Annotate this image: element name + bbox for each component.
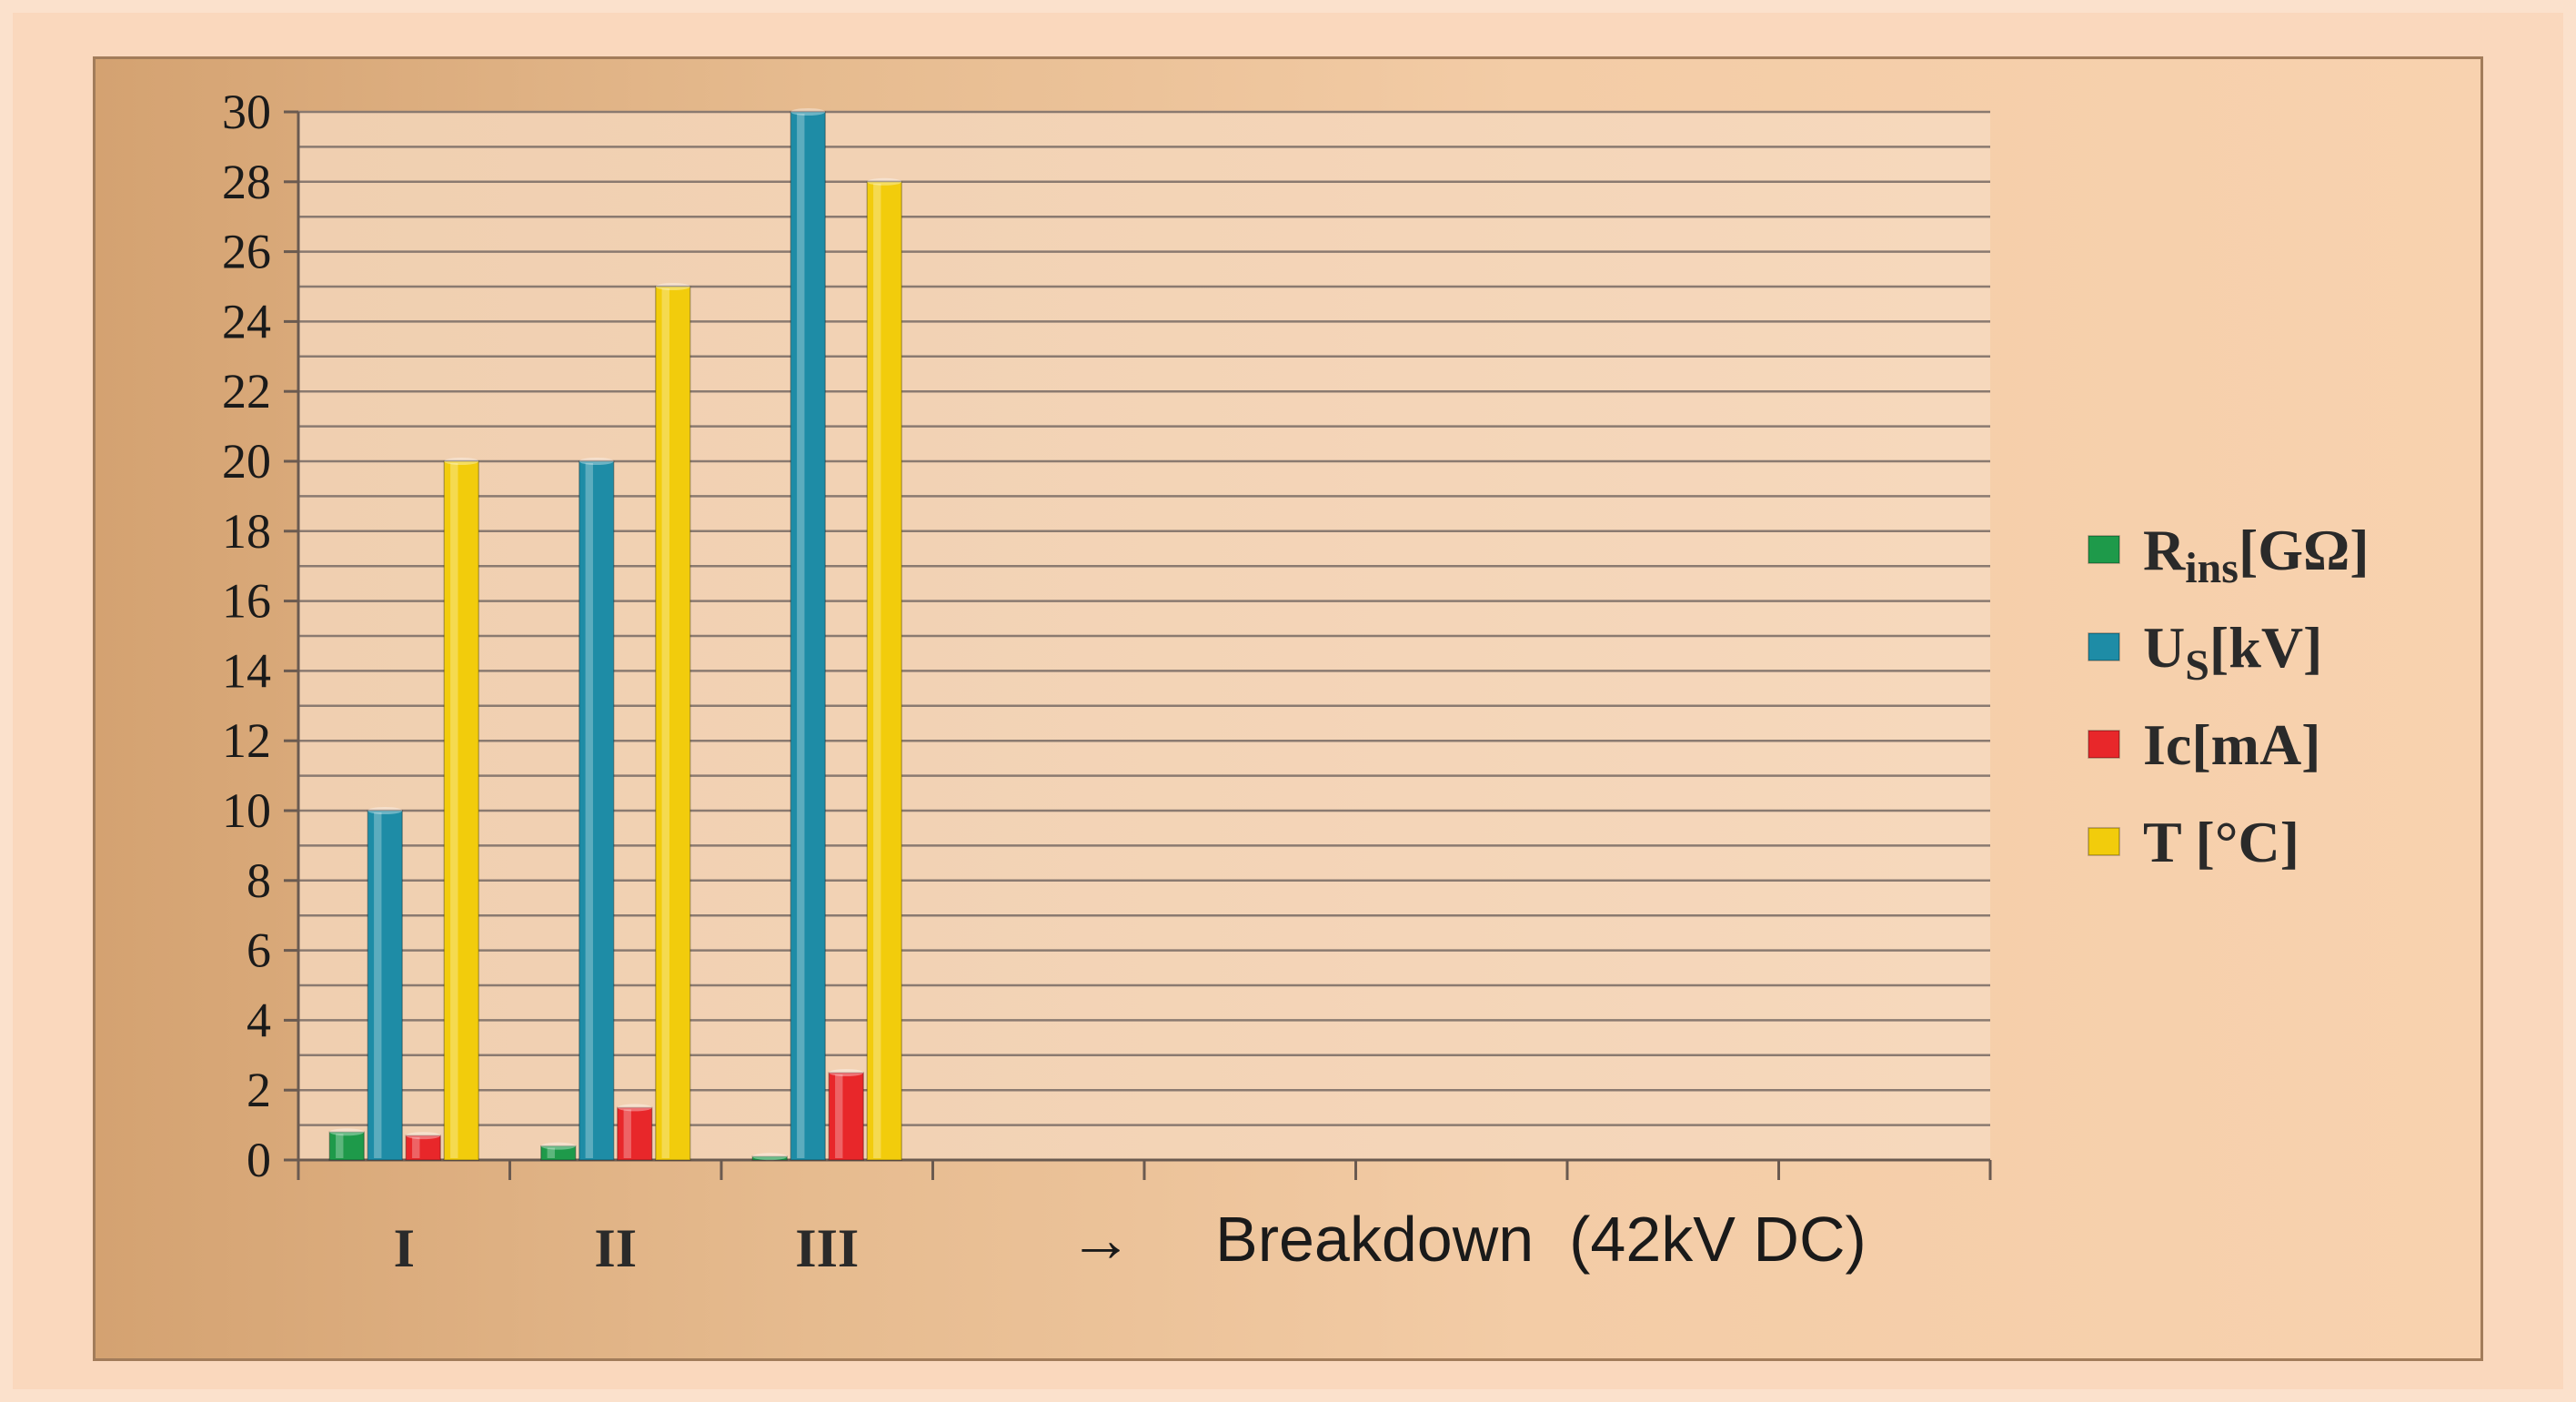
y-tick-label: 26 (222, 225, 271, 279)
x-axis-labels: I II III (394, 1218, 860, 1278)
bar-2-III (790, 111, 826, 1161)
bar-highlight (547, 1147, 555, 1158)
bars (328, 108, 902, 1161)
y-tick-label: 14 (222, 643, 271, 698)
y-tick-label: 6 (247, 923, 271, 978)
legend-swatch-2 (2088, 632, 2120, 661)
y-tick-label: 8 (247, 853, 271, 908)
legend: Rins[GΩ] US[kV] Ic[mA] T [°C] (2088, 518, 2370, 874)
bar-highlight (873, 183, 881, 1158)
x-tick-label: I (394, 1218, 415, 1278)
bar-cap (329, 1128, 365, 1136)
bar-cap (540, 1142, 576, 1150)
annotation-arrow: → (1069, 1204, 1132, 1275)
legend-label-3: Ic[mA] (2143, 712, 2320, 777)
bar-highlight (336, 1134, 344, 1158)
bar-highlight (661, 288, 669, 1158)
bar-4-II (655, 286, 691, 1161)
y-tick-label: 30 (222, 85, 271, 139)
bar-highlight (412, 1137, 420, 1158)
bar-cap (655, 283, 690, 290)
bar-highlight (450, 463, 458, 1158)
bar-highlight (623, 1109, 631, 1158)
legend-swatch-4 (2088, 827, 2120, 856)
bar-cap (406, 1132, 441, 1140)
bar-highlight (835, 1074, 843, 1158)
bar-cap (617, 1104, 652, 1112)
y-tick-label: 22 (222, 364, 271, 419)
bar-cap (790, 108, 826, 116)
y-tick-label: 24 (222, 294, 271, 348)
y-tick-label: 12 (222, 713, 271, 768)
legend-label-1: Rins[GΩ] (2143, 518, 2370, 592)
bar-3-I (405, 1135, 441, 1161)
bar-cap (867, 177, 902, 186)
bar-1-I (328, 1131, 365, 1161)
x-tick-label: II (594, 1218, 637, 1278)
bar-highlight (374, 812, 382, 1158)
bar-3-II (617, 1106, 653, 1161)
x-tick-label: III (795, 1218, 859, 1278)
bar-4-I (443, 460, 479, 1161)
bar-highlight (797, 114, 805, 1158)
legend-swatch-3 (2088, 730, 2120, 759)
bar-2-I (367, 810, 403, 1161)
y-tick-label: 4 (247, 993, 271, 1047)
bar-cap (752, 1153, 788, 1161)
y-tick-label: 10 (222, 783, 271, 838)
bar-cap (367, 807, 403, 814)
y-tick-label: 20 (222, 434, 271, 489)
bar-2-II (579, 460, 615, 1161)
bar-1-III (751, 1155, 788, 1161)
bar-4-III (866, 181, 902, 1161)
y-tick-label: 2 (247, 1063, 271, 1117)
y-tick-label: 16 (222, 574, 271, 629)
legend-label-4: T [°C] (2143, 810, 2299, 874)
breakdown-annotation: → Breakdown (42kV DC) (1069, 1204, 1867, 1275)
bar-3-III (828, 1072, 864, 1161)
bar-cap (444, 458, 479, 465)
bar-highlight (585, 463, 593, 1158)
bar-cap (579, 458, 614, 465)
y-tick-label: 0 (247, 1133, 271, 1187)
bar-cap (829, 1069, 864, 1076)
bar-1-II (540, 1145, 577, 1161)
legend-label-2: US[kV] (2143, 615, 2322, 690)
annotation-text: Breakdown (42kV DC) (1215, 1204, 1867, 1275)
y-tick-label: 28 (222, 155, 271, 209)
legend-swatch-1 (2088, 535, 2120, 564)
y-tick-label: 18 (222, 504, 271, 559)
